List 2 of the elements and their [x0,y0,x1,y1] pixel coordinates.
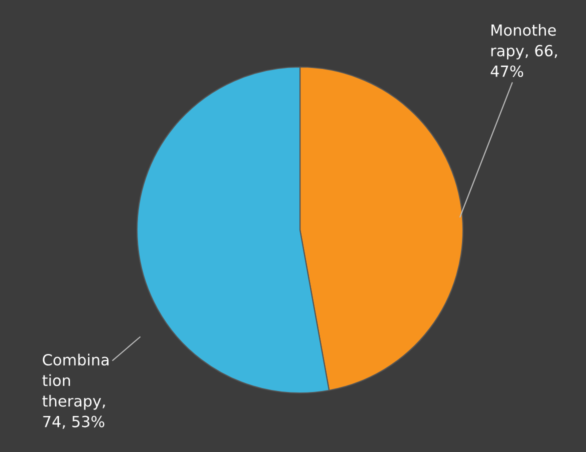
slice-label: Combina tion therapy, 74, 53% [42,354,108,429]
slice-label: Monothe rapy, 66, 47% [490,24,557,78]
